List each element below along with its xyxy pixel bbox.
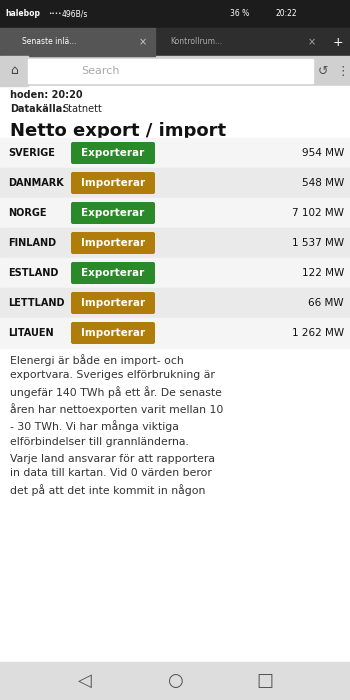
Text: 1 262 MW: 1 262 MW	[292, 328, 344, 338]
Text: FINLAND: FINLAND	[8, 238, 56, 248]
Text: □: □	[257, 672, 273, 690]
Text: Varje land ansvarar för att rapportera
in data till kartan. Vid 0 värden beror
d: Varje land ansvarar för att rapportera i…	[10, 454, 215, 496]
Text: 548 MW: 548 MW	[302, 178, 344, 188]
Text: hoden: 20:20: hoden: 20:20	[10, 90, 83, 100]
Text: Exporterar: Exporterar	[81, 268, 145, 278]
Bar	[0, 288, 350, 318]
Text: Senaste inlä...: Senaste inlä...	[22, 38, 76, 46]
Bar	[0, 28, 155, 56]
Bar	[0, 228, 350, 258]
Text: Kontrollrum...: Kontrollrum...	[170, 38, 222, 46]
Text: Importerar: Importerar	[81, 178, 145, 188]
Text: 496B/s: 496B/s	[62, 10, 88, 18]
Bar	[0, 56, 28, 86]
Text: Importerar: Importerar	[81, 298, 145, 308]
Bar	[28, 59, 313, 83]
Text: DANMARK: DANMARK	[8, 178, 64, 188]
Text: Elenergi är både en import- och
exportvara. Sveriges elförbrukning är
ungefär 14: Elenergi är både en import- och exportva…	[10, 354, 223, 447]
Text: ••••: ••••	[48, 11, 62, 17]
Text: ESTLAND: ESTLAND	[8, 268, 58, 278]
FancyBboxPatch shape	[71, 322, 155, 344]
Text: LITAUEN: LITAUEN	[8, 328, 54, 338]
Text: ×: ×	[308, 37, 316, 47]
Bar	[0, 56, 350, 86]
Text: ◁: ◁	[78, 672, 92, 690]
FancyBboxPatch shape	[71, 202, 155, 224]
Text: LETTLAND: LETTLAND	[8, 298, 64, 308]
Text: 1 537 MW: 1 537 MW	[292, 238, 344, 248]
Text: 20:22: 20:22	[275, 10, 297, 18]
Bar	[0, 198, 350, 228]
Text: Exporterar: Exporterar	[81, 148, 145, 158]
FancyBboxPatch shape	[71, 262, 155, 284]
Text: Importerar: Importerar	[81, 328, 145, 338]
Text: Exporterar: Exporterar	[81, 208, 145, 218]
Text: Datakälla:: Datakälla:	[10, 104, 66, 114]
FancyBboxPatch shape	[71, 172, 155, 194]
Text: halebop: halebop	[5, 10, 40, 18]
Text: SVERIGE: SVERIGE	[8, 148, 55, 158]
Text: ⋮: ⋮	[337, 64, 349, 78]
Bar	[0, 318, 350, 348]
Bar	[0, 168, 350, 198]
Text: ⌂: ⌂	[10, 64, 18, 78]
Text: 66 MW: 66 MW	[308, 298, 344, 308]
Text: 36 %: 36 %	[230, 10, 249, 18]
FancyBboxPatch shape	[71, 292, 155, 314]
Bar	[0, 86, 350, 662]
FancyBboxPatch shape	[71, 232, 155, 254]
Text: NORGE: NORGE	[8, 208, 47, 218]
Text: ×: ×	[139, 37, 147, 47]
Text: ○: ○	[167, 672, 183, 690]
Text: Statnett: Statnett	[62, 104, 102, 114]
FancyBboxPatch shape	[71, 142, 155, 164]
Text: +: +	[333, 36, 343, 48]
Text: Search: Search	[81, 66, 119, 76]
Bar	[0, 662, 350, 700]
Text: Netto export / import: Netto export / import	[10, 122, 226, 140]
Text: Importerar: Importerar	[81, 238, 145, 248]
Bar	[0, 0, 350, 28]
Text: ↺: ↺	[318, 64, 328, 78]
Bar	[0, 258, 350, 288]
Text: 7 102 MW: 7 102 MW	[292, 208, 344, 218]
Text: 122 MW: 122 MW	[302, 268, 344, 278]
Bar	[0, 138, 350, 168]
Bar	[0, 28, 350, 56]
Text: 954 MW: 954 MW	[302, 148, 344, 158]
